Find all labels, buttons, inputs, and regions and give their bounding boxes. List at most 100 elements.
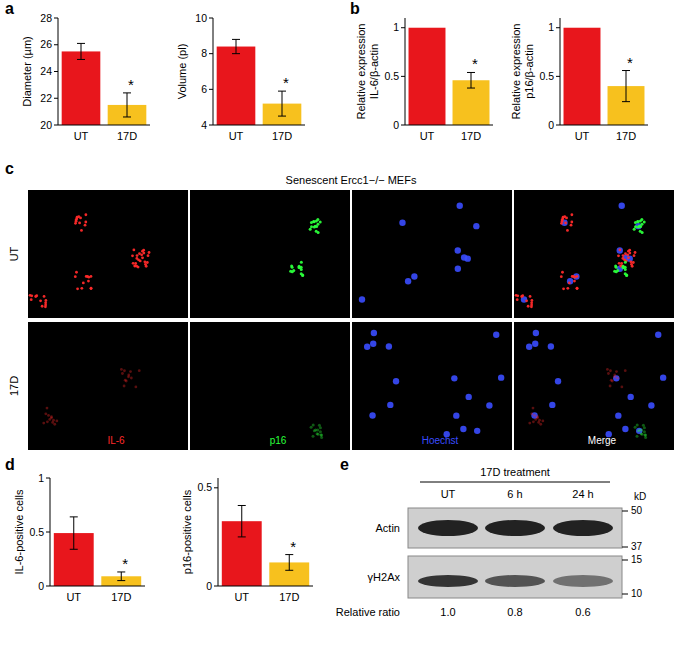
x-axis [405, 125, 493, 126]
y-tick-label: 4 [201, 119, 207, 131]
x-axis [50, 586, 145, 587]
signal [359, 296, 365, 302]
signal [625, 274, 628, 277]
signal [609, 369, 612, 372]
signal [620, 385, 623, 388]
signal [473, 223, 479, 229]
y-axis-label: Diameter (µm) [21, 36, 33, 107]
signal [548, 343, 554, 349]
channel-label: Merge [588, 435, 617, 446]
x-tick-label: 17D [616, 130, 636, 142]
signal [41, 305, 44, 308]
error-bar [232, 39, 240, 53]
y-tick-label: 0.5 [384, 70, 399, 82]
signal [529, 295, 532, 298]
annotation: * [283, 74, 289, 91]
y-tick-label: 0.5 [539, 70, 554, 82]
signal [617, 247, 623, 253]
signal [138, 369, 141, 372]
signal [134, 385, 137, 388]
signal [570, 224, 573, 227]
signal [638, 225, 641, 228]
x-tick-label: 17D [111, 591, 131, 603]
signal [621, 266, 624, 269]
signal [573, 280, 576, 283]
x-tick-label: UT [575, 130, 590, 142]
signal [622, 254, 625, 257]
unit-label: kD [634, 491, 646, 502]
signal [455, 265, 461, 271]
signal [297, 266, 300, 269]
signal [533, 414, 536, 417]
y-axis [218, 478, 219, 586]
signal [567, 278, 573, 284]
signal [637, 220, 640, 223]
signal [316, 432, 319, 435]
band [553, 575, 613, 587]
signal [314, 225, 317, 228]
y-tick-label: 1 [38, 472, 44, 484]
band [485, 575, 545, 587]
signal [90, 287, 93, 290]
signal [576, 275, 579, 278]
signal [313, 225, 316, 228]
signal [312, 423, 315, 426]
signal [539, 423, 542, 426]
x-tick-label: UT [420, 130, 435, 142]
signal [637, 225, 640, 228]
image [190, 190, 350, 318]
panel-label: a [5, 0, 14, 17]
y-tick [401, 125, 405, 126]
signal [633, 254, 636, 257]
signal [30, 298, 33, 301]
signal [614, 265, 617, 268]
signal [44, 299, 47, 302]
signal [310, 221, 313, 224]
blot-title: 17D treatment [480, 466, 550, 478]
signal [560, 275, 563, 278]
annotation: * [122, 555, 128, 572]
signal [141, 256, 144, 259]
signal [312, 435, 315, 438]
signal [455, 247, 461, 253]
signal [386, 343, 392, 349]
signal [643, 220, 646, 223]
marker-tick [622, 560, 628, 561]
signal [43, 295, 46, 298]
signal [51, 421, 54, 424]
signal [498, 374, 504, 380]
ratio-value: 0.8 [507, 606, 522, 618]
signal [532, 340, 538, 346]
y-axis [560, 18, 561, 125]
ratio-value: 1.0 [440, 606, 455, 618]
bars [409, 28, 490, 125]
y-tick [54, 18, 58, 19]
signal [135, 265, 138, 268]
signal [136, 254, 139, 257]
signal [530, 301, 533, 304]
image [514, 190, 674, 318]
bars [62, 43, 147, 125]
y-axis [213, 18, 214, 125]
image: IL-6 [28, 322, 188, 450]
signal [134, 262, 137, 265]
y-tick [556, 76, 560, 77]
signal [47, 414, 50, 417]
signal [617, 254, 620, 257]
signal [292, 269, 295, 272]
image-frame [28, 190, 188, 318]
bars [222, 505, 309, 586]
error-bar [70, 517, 78, 549]
band [553, 520, 613, 536]
image [352, 190, 512, 318]
signal [560, 222, 563, 225]
signal [319, 426, 322, 429]
row-label: UT [8, 246, 20, 261]
marker-tick [622, 547, 628, 548]
x-axis [58, 125, 150, 126]
signal [84, 213, 87, 216]
y-tick [209, 18, 213, 19]
signal [290, 265, 293, 268]
x-axis [213, 125, 305, 126]
y-axis-label: Relative expression [355, 24, 367, 120]
